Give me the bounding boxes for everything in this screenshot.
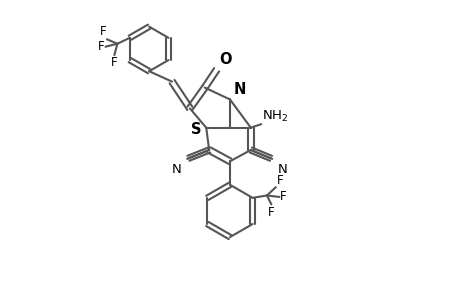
Text: NH$_2$: NH$_2$ (262, 108, 288, 124)
Text: N: N (233, 82, 246, 97)
Text: O: O (219, 52, 232, 68)
Text: N: N (278, 163, 287, 176)
Text: F: F (100, 26, 106, 38)
Text: N: N (171, 163, 181, 176)
Text: F: F (280, 190, 286, 203)
Text: S: S (191, 122, 202, 137)
Text: F: F (98, 40, 105, 52)
Text: F: F (111, 56, 118, 69)
Text: F: F (268, 206, 274, 219)
Text: F: F (276, 174, 282, 187)
